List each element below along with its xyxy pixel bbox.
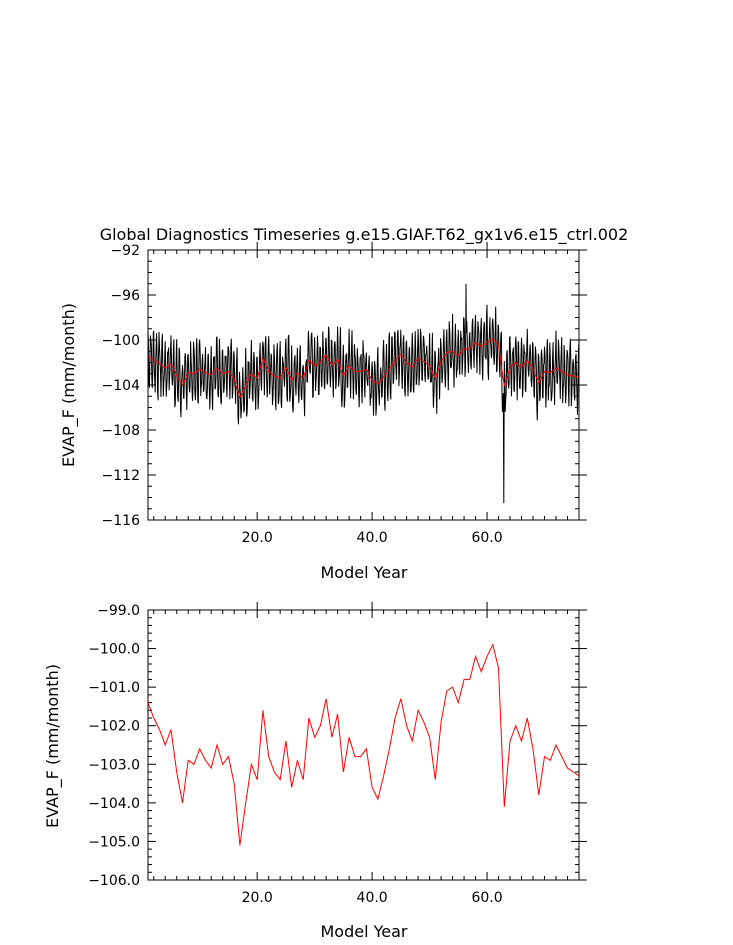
top-y-tick-label: −108 — [102, 423, 140, 439]
bottom-y-tick-label: −100.0 — [88, 642, 140, 658]
top-y-tick-label: −116 — [102, 513, 141, 529]
top-x-tick-label: 20.0 — [242, 530, 273, 546]
top-y-tick-label: −92 — [110, 243, 140, 259]
chart-title: Global Diagnostics Timeseries g.e15.GIAF… — [100, 225, 629, 245]
bottom-ticks: 20.0 40.0 60.0 −106.0 −105.0 −104.0 −103.0 −102… — [88, 602, 587, 906]
bottom-y-axis-label: EVAP_F (mm/month) — [43, 664, 63, 828]
bottom-x-tick-label: 40.0 — [357, 890, 388, 906]
top-series-line-monthly — [147, 283, 580, 504]
bottom-y-tick-label: −102.0 — [88, 719, 140, 735]
top-x-tick-label: 40.0 — [357, 530, 388, 546]
bottom-y-tick-label: −104.0 — [88, 796, 140, 812]
bottom-x-tick-label: 20.0 — [242, 890, 273, 906]
bottom-y-tick-label: −106.0 — [88, 873, 140, 889]
bottom-series — [147, 643, 580, 846]
bottom-y-tick-label: −99.0 — [97, 603, 140, 619]
bottom-x-axis-label: Model Year — [321, 922, 408, 941]
bottom-plot-frame — [147, 609, 580, 881]
top-y-tick-label: −96 — [110, 288, 140, 304]
top-x-tick-label: 60.0 — [471, 530, 502, 546]
bottom-x-tick-label: 60.0 — [471, 890, 502, 906]
bottom-panel: 20.0 40.0 60.0 −106.0 −105.0 −104.0 −103.0 −102… — [43, 602, 587, 941]
top-series — [147, 283, 580, 504]
top-y-tick-label: −112 — [102, 468, 140, 484]
bottom-series-line-annual-mean — [147, 643, 580, 846]
top-y-axis-label: EVAP_F (mm/month) — [59, 303, 79, 467]
top-y-tick-label: −100 — [102, 333, 140, 349]
top-panel: 20.0 40.0 60.0 −116 −112 −108 −104 −100 −96 −92 M… — [59, 242, 587, 582]
bottom-y-tick-label: −101.0 — [88, 680, 140, 696]
bottom-y-tick-label: −105.0 — [88, 834, 140, 850]
top-y-tick-label: −104 — [102, 378, 141, 394]
top-series-line-annual-mean — [147, 338, 580, 399]
bottom-y-tick-label: −103.0 — [88, 757, 140, 773]
top-x-axis-label: Model Year — [321, 563, 408, 582]
